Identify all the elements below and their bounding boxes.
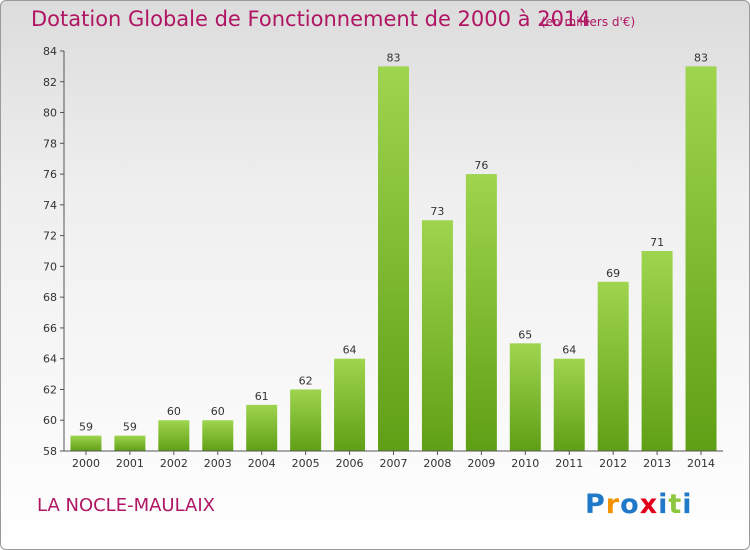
y-tick-label: 60	[43, 414, 57, 427]
x-tick-label: 2006	[336, 457, 364, 470]
bar-2008	[421, 220, 453, 451]
bar-2002	[158, 420, 190, 451]
bar-2014	[685, 66, 717, 451]
y-tick-label: 68	[43, 291, 57, 304]
bar-2000	[70, 435, 102, 451]
x-tick-label: 2004	[248, 457, 276, 470]
y-tick-label: 58	[43, 445, 57, 458]
location-name: LA NOCLE-MAULAIX	[37, 495, 215, 516]
logo-letter: i	[682, 489, 693, 520]
bar-value-label: 69	[606, 267, 620, 280]
bar-value-label: 71	[650, 236, 664, 249]
bar-2003	[202, 420, 234, 451]
x-tick-label: 2007	[380, 457, 408, 470]
logo-letter: i	[658, 489, 669, 520]
x-tick-label: 2002	[160, 457, 188, 470]
y-tick-label: 80	[43, 107, 57, 120]
bar-2012	[597, 281, 629, 451]
bar-value-label: 65	[518, 328, 532, 341]
x-tick-label: 2009	[467, 457, 495, 470]
logo-letter: P	[585, 489, 606, 520]
bar-value-label: 73	[430, 205, 444, 218]
y-tick-label: 74	[43, 199, 57, 212]
y-tick-label: 70	[43, 260, 57, 273]
y-tick-label: 72	[43, 230, 57, 243]
y-axis: 58 60 62 64 66 68 70 72 74 76 78 80 82 84	[43, 45, 65, 458]
x-tick-label: 2001	[116, 457, 144, 470]
bar-value-label: 64	[562, 344, 576, 357]
bar-2010	[509, 343, 541, 451]
bar-value-label: 60	[211, 405, 225, 418]
x-tick-label: 2000	[72, 457, 100, 470]
x-tick-label: 2013	[643, 457, 671, 470]
y-tick-label: 66	[43, 322, 57, 335]
bar-value-label: 61	[255, 390, 269, 403]
y-tick-label: 78	[43, 137, 57, 150]
bar-2004	[246, 404, 278, 451]
logo-letter: o	[620, 489, 640, 520]
bar-value-label: 60	[167, 405, 181, 418]
bar-2001	[114, 435, 146, 451]
bar-2011	[553, 358, 585, 451]
x-tick-label: 2014	[687, 457, 715, 470]
bar-2005	[290, 389, 322, 451]
bars: 59 59 60 60 61 62 64 83 73 76 65 64 69 71 83	[70, 51, 717, 452]
proxiti-logo[interactable]: Proxiti	[585, 489, 693, 520]
x-tick-label: 2005	[292, 457, 320, 470]
y-tick-label: 76	[43, 168, 57, 181]
bar-value-label: 76	[474, 159, 488, 172]
logo-letter: r	[605, 489, 621, 520]
logo-letter: x	[639, 489, 659, 520]
x-tick-label: 2012	[599, 457, 627, 470]
bar-2006	[334, 358, 366, 451]
x-tick-label: 2008	[423, 457, 451, 470]
chart-subtitle: (en milliers d'€)	[541, 15, 636, 29]
x-tick-label: 2003	[204, 457, 232, 470]
y-tick-label: 82	[43, 76, 57, 89]
y-tick-label: 64	[43, 353, 57, 366]
bar-2013	[641, 251, 673, 451]
x-tick-label: 2010	[511, 457, 539, 470]
logo-letter: t	[668, 489, 683, 520]
bar-2007	[378, 66, 409, 451]
x-axis: 2000 2001 2002 2003 2004 2005 2006 2007 2008 2009…	[64, 450, 723, 470]
bar-value-label: 59	[123, 421, 137, 434]
bar-value-label: 83	[694, 51, 708, 64]
bar-value-label: 62	[299, 374, 313, 387]
bar-value-label: 83	[387, 51, 401, 64]
chart-title: Dotation Globale de Fonctionnement de 20…	[31, 7, 591, 31]
y-tick-label: 62	[43, 383, 57, 396]
bar-value-label: 64	[343, 344, 357, 357]
x-tick-label: 2011	[555, 457, 583, 470]
y-tick-label: 84	[43, 45, 57, 58]
bar-2009	[465, 174, 497, 452]
bar-value-label: 59	[79, 421, 93, 434]
